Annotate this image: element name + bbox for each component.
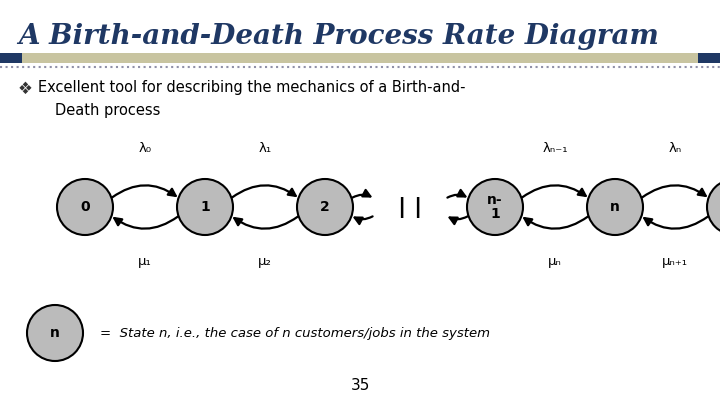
Text: μ₁: μ₁	[138, 255, 152, 268]
FancyArrowPatch shape	[524, 217, 588, 229]
Circle shape	[707, 179, 720, 235]
FancyArrowPatch shape	[233, 185, 296, 197]
FancyArrowPatch shape	[352, 190, 370, 198]
Text: μₙ: μₙ	[548, 255, 562, 268]
Circle shape	[57, 179, 113, 235]
Text: ❖: ❖	[18, 80, 33, 98]
FancyArrowPatch shape	[114, 217, 178, 229]
FancyBboxPatch shape	[0, 53, 720, 63]
Circle shape	[27, 305, 83, 361]
Circle shape	[297, 179, 353, 235]
Text: λ₁: λ₁	[258, 142, 271, 155]
FancyArrowPatch shape	[447, 190, 465, 198]
Text: λ₀: λ₀	[138, 142, 152, 155]
Circle shape	[587, 179, 643, 235]
Text: λₙ: λₙ	[668, 142, 682, 155]
FancyArrowPatch shape	[644, 217, 708, 229]
Text: n: n	[50, 326, 60, 340]
Text: 2: 2	[320, 200, 330, 214]
Text: 35: 35	[351, 378, 369, 393]
Text: Excellent tool for describing the mechanics of a Birth-and-: Excellent tool for describing the mechan…	[38, 80, 466, 95]
FancyArrowPatch shape	[355, 216, 372, 224]
Text: A Birth-and-Death Process Rate Diagram: A Birth-and-Death Process Rate Diagram	[18, 23, 659, 50]
Text: n-
1: n- 1	[487, 193, 503, 221]
FancyArrowPatch shape	[112, 185, 176, 197]
Text: =  State n, i.e., the case of n customers/jobs in the system: = State n, i.e., the case of n customers…	[100, 326, 490, 339]
FancyBboxPatch shape	[698, 53, 720, 63]
Text: 1: 1	[200, 200, 210, 214]
Text: Death process: Death process	[55, 103, 161, 118]
FancyArrowPatch shape	[449, 216, 467, 224]
Circle shape	[177, 179, 233, 235]
FancyArrowPatch shape	[234, 217, 298, 229]
FancyArrowPatch shape	[642, 185, 706, 197]
Text: μ₂: μ₂	[258, 255, 272, 268]
FancyArrowPatch shape	[522, 185, 586, 197]
Text: λₙ₋₁: λₙ₋₁	[542, 142, 568, 155]
Text: μₙ₊₁: μₙ₊₁	[662, 255, 688, 268]
Text: | |: | |	[398, 196, 422, 217]
Circle shape	[467, 179, 523, 235]
Text: n: n	[610, 200, 620, 214]
FancyBboxPatch shape	[0, 53, 22, 63]
Text: 0: 0	[80, 200, 90, 214]
